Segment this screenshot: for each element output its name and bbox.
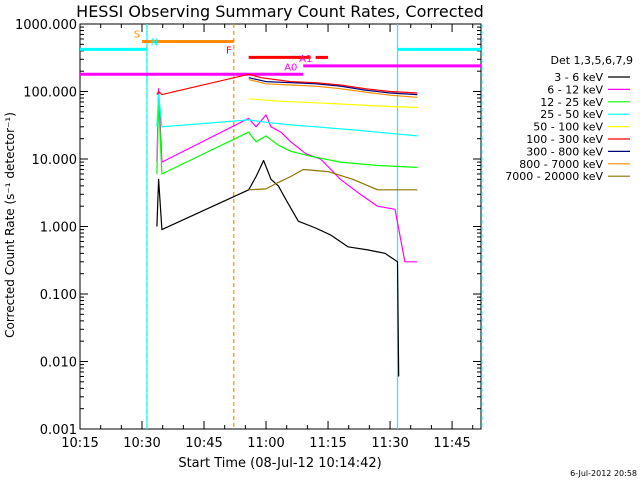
y-tick-label: 1000.000 [15,18,77,33]
legend-label: 12 - 25 keV [540,96,603,109]
y-tick-label: 10.000 [32,153,78,168]
x-tick-label: 10:45 [185,436,222,451]
x-tick-label: 11:45 [433,436,470,451]
legend-label: 100 - 300 keV [526,133,603,146]
series-line [248,77,418,96]
flag-label: F [226,45,232,56]
series-line [156,73,418,96]
y-tick-label: 0.010 [40,356,77,371]
series-line [248,168,418,191]
flag-label: A0 [284,62,297,73]
legend-label: 800 - 7000 keV [519,158,603,171]
series-line [156,159,400,377]
legend-label: 7000 - 20000 keV [505,170,603,183]
legend-header: Det 1,3,5,6,7,9 [550,54,633,67]
axis-ticks: 10:15 10:30 10:45 11:00 11:15 11:30 11:45 1000.… [15,18,481,451]
legend-label: 3 - 6 keV [554,71,603,84]
x-tick-label: 11:15 [309,436,346,451]
x-tick-label: 11:30 [371,436,408,451]
series-line [156,101,418,175]
chart-title: HESSI Observing Summary Count Rates, Cor… [76,2,484,21]
y-tick-label: 100.000 [23,86,77,101]
series-line [156,88,418,263]
flag-label: N [151,37,158,48]
legend-label: 300 - 800 keV [526,145,603,158]
x-tick-label: 11:00 [247,436,284,451]
y-tick-label: 0.100 [40,288,77,303]
y-tick-label: 0.001 [40,423,77,438]
date-stamp: 6-Jul-2012 20:58 [570,469,637,478]
x-tick-label: 10:30 [123,436,160,451]
x-tick-label: 10:15 [61,436,98,451]
legend-label: 25 - 50 keV [540,108,603,121]
y-tick-label: 1.000 [40,221,77,236]
series-line [248,79,418,98]
series-layer [156,73,418,377]
series-line [156,93,418,137]
flag-label: S [134,30,140,41]
series-line [248,98,418,109]
flag-label: A1 [299,54,312,65]
y-axis-label: Corrected Count Rate (s⁻¹ detector⁻¹) [3,112,17,338]
legend-label: 6 - 12 keV [547,83,603,96]
legend-label: 50 - 100 keV [533,121,603,134]
x-axis-label: Start Time (08-Jul-12 10:14:42) [178,456,381,471]
